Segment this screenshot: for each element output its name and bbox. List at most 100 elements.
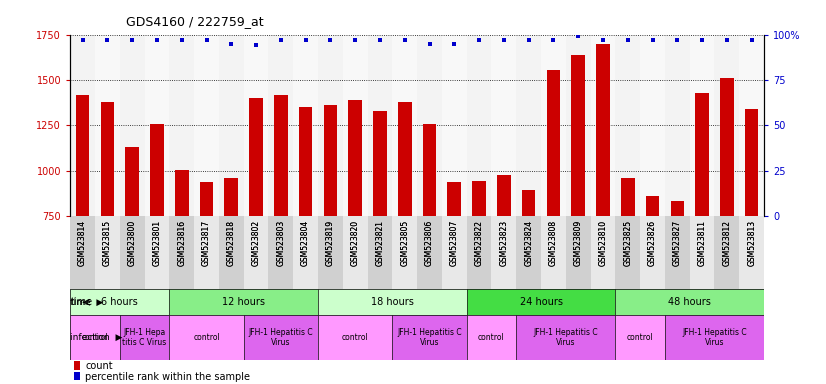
Bar [194, 217, 219, 289]
Bar [343, 217, 368, 289]
Text: control: control [342, 333, 368, 342]
Text: GSM523817: GSM523817 [202, 220, 211, 266]
Point [150, 37, 164, 43]
Text: GSM523812: GSM523812 [723, 220, 731, 266]
Bar [690, 217, 714, 289]
Bar [169, 289, 318, 315]
Text: percentile rank within the sample: percentile rank within the sample [85, 372, 250, 382]
Point [126, 37, 139, 43]
Bar [467, 35, 491, 217]
Bar [695, 93, 709, 217]
Point [572, 33, 585, 40]
Bar [516, 35, 541, 217]
Bar [640, 217, 665, 289]
Bar [145, 35, 169, 217]
Bar [219, 217, 244, 289]
Bar [70, 315, 120, 360]
Bar [268, 35, 293, 217]
Point [373, 37, 387, 43]
Text: GSM523801: GSM523801 [153, 220, 161, 266]
Bar [95, 217, 120, 289]
Text: GSM523813: GSM523813 [748, 220, 756, 266]
Point [448, 41, 461, 47]
Text: GSM523802: GSM523802 [252, 220, 260, 266]
Point [596, 37, 610, 43]
Bar [373, 111, 387, 217]
Bar [714, 35, 739, 217]
Text: GSM523811: GSM523811 [698, 220, 706, 266]
Text: control: control [627, 333, 653, 342]
Bar [225, 178, 238, 217]
Bar [392, 217, 417, 289]
Bar [640, 35, 665, 217]
Text: GSM523815: GSM523815 [103, 220, 112, 266]
Point [497, 37, 510, 43]
Bar [690, 35, 714, 217]
Bar [349, 100, 362, 217]
Bar [541, 217, 566, 289]
Text: GSM523814: GSM523814 [78, 220, 87, 266]
Point [547, 37, 560, 43]
Text: GSM523820: GSM523820 [351, 220, 359, 266]
Text: GSM523810: GSM523810 [599, 220, 607, 266]
Text: GSM523818: GSM523818 [227, 220, 235, 266]
Text: GDS4160 / 222759_at: GDS4160 / 222759_at [126, 15, 263, 28]
Bar [615, 35, 640, 217]
Bar [274, 94, 287, 217]
Bar [169, 35, 194, 217]
Text: GSM523824: GSM523824 [525, 220, 533, 266]
Text: GSM523825: GSM523825 [624, 220, 632, 266]
Text: GSM523807: GSM523807 [450, 220, 458, 266]
Point [299, 37, 312, 43]
Text: GSM523800: GSM523800 [128, 220, 136, 266]
Bar [318, 35, 343, 217]
Text: GSM523820: GSM523820 [351, 220, 359, 266]
Text: JFH-1 Hepatitis C
Virus: JFH-1 Hepatitis C Virus [682, 328, 747, 348]
Text: GSM523807: GSM523807 [450, 220, 458, 266]
Text: 48 hours: 48 hours [668, 297, 711, 307]
Bar [175, 170, 188, 217]
Text: GSM523806: GSM523806 [425, 220, 434, 266]
Text: GSM523826: GSM523826 [648, 220, 657, 266]
Bar [95, 35, 120, 217]
Text: GSM523802: GSM523802 [252, 220, 260, 266]
Bar [442, 217, 467, 289]
Text: time: time [71, 297, 93, 307]
Point [423, 41, 436, 47]
Point [646, 37, 659, 43]
Text: GSM523804: GSM523804 [301, 220, 310, 266]
Bar [70, 217, 95, 289]
Text: GSM523821: GSM523821 [376, 220, 384, 266]
Bar [442, 35, 467, 217]
Bar [615, 217, 640, 289]
Bar [448, 182, 461, 217]
Bar [324, 106, 337, 217]
Point [175, 37, 188, 43]
Text: infection  ▶: infection ▶ [70, 333, 123, 342]
Text: GSM523806: GSM523806 [425, 220, 434, 266]
Bar [467, 315, 516, 360]
Bar [646, 196, 659, 217]
Text: 18 hours: 18 hours [371, 297, 414, 307]
Point [225, 41, 238, 47]
Bar [615, 315, 665, 360]
Bar [491, 217, 516, 289]
Point [76, 37, 89, 43]
Bar [522, 190, 535, 217]
Text: time  ▶: time ▶ [70, 298, 104, 307]
Text: GSM523819: GSM523819 [326, 220, 335, 266]
Text: 12 hours: 12 hours [222, 297, 265, 307]
Bar [368, 35, 392, 217]
Text: GSM523818: GSM523818 [227, 220, 235, 266]
Bar [566, 35, 591, 217]
Bar [120, 35, 145, 217]
Text: GSM523808: GSM523808 [549, 220, 558, 266]
Bar [541, 35, 566, 217]
Text: GSM523803: GSM523803 [277, 220, 285, 266]
Text: GSM523823: GSM523823 [500, 220, 508, 266]
Bar [497, 175, 510, 217]
Bar [318, 289, 467, 315]
Text: GSM523805: GSM523805 [401, 220, 409, 266]
Bar [596, 44, 610, 217]
Text: GSM523824: GSM523824 [525, 220, 533, 266]
